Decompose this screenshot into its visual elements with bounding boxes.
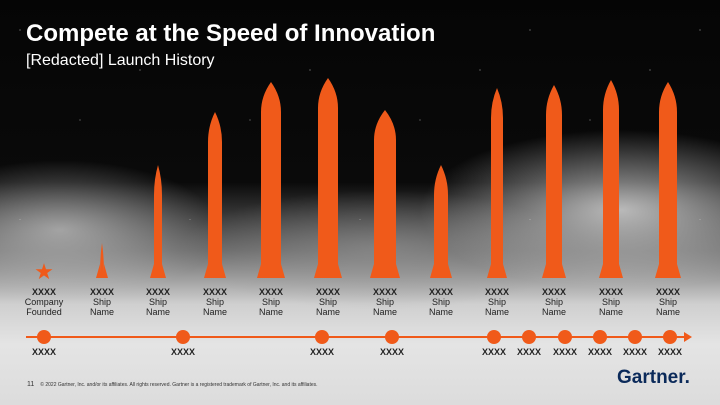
milestone-label: XXXX Ship Name <box>581 287 641 317</box>
milestone-name-line2: Name <box>541 307 566 317</box>
timeline-year: XXXX <box>587 347 612 357</box>
timeline-dot <box>487 330 501 344</box>
milestone-label: XXXX Ship Name <box>355 287 415 317</box>
slide-subtitle: [Redacted] Launch History <box>26 52 215 69</box>
timeline-arrow-icon <box>684 332 692 342</box>
starfield <box>0 0 720 220</box>
timeline-dot <box>37 330 51 344</box>
milestone-label: XXXX Company Founded <box>14 287 74 317</box>
rocket-icon <box>257 82 285 278</box>
timeline-year: XXXX <box>379 347 404 357</box>
slide-title: Compete at the Speed of Innovation <box>26 20 436 47</box>
timeline-dot <box>558 330 572 344</box>
rocket-icon <box>204 112 226 278</box>
milestone-name-line1: Ship <box>261 297 280 307</box>
milestone-name-line1: Ship <box>205 297 224 307</box>
timeline-line <box>26 336 686 338</box>
milestone-year: XXXX <box>598 287 623 297</box>
timeline-dot <box>522 330 536 344</box>
milestone-name-line2: Name <box>428 307 453 317</box>
milestone-name-line1: Ship <box>601 297 620 307</box>
rocket-icon <box>370 110 400 278</box>
milestone-name-line1: Ship <box>92 297 111 307</box>
milestone-name-line2: Name <box>258 307 283 317</box>
milestone-year: XXXX <box>315 287 340 297</box>
timeline-year: XXXX <box>552 347 577 357</box>
milestone-year: XXXX <box>655 287 680 297</box>
milestone-name-line1: Ship <box>148 297 167 307</box>
milestone-name-line1: Ship <box>375 297 394 307</box>
milestone-name-line2: Founded <box>26 307 62 317</box>
milestone-name-line1: Ship <box>431 297 450 307</box>
rocket-icon <box>430 165 452 278</box>
rocket-icon <box>542 85 566 278</box>
milestone-name-line1: Ship <box>658 297 677 307</box>
timeline-dot <box>628 330 642 344</box>
timeline-dot <box>593 330 607 344</box>
star-icon: ★ <box>34 259 54 284</box>
rocket-icon <box>314 78 342 278</box>
timeline-year: XXXX <box>170 347 195 357</box>
timeline-year: XXXX <box>481 347 506 357</box>
timeline-dot <box>176 330 190 344</box>
milestone-name-line1: Ship <box>487 297 506 307</box>
milestone-label: XXXX Ship Name <box>524 287 584 317</box>
milestone-name-line2: Name <box>484 307 509 317</box>
rocket-icon <box>487 88 507 278</box>
milestone-name-line2: Name <box>202 307 227 317</box>
milestone-year: XXXX <box>372 287 397 297</box>
milestone-name-line1: Ship <box>318 297 337 307</box>
rockets: ★ <box>34 78 681 284</box>
milestone-label: XXXX Ship Name <box>72 287 132 317</box>
milestone-label: XXXX Ship Name <box>128 287 188 317</box>
milestone-label: XXXX Ship Name <box>241 287 301 317</box>
milestone-name-line2: Name <box>89 307 114 317</box>
milestone-year: XXXX <box>541 287 566 297</box>
timeline-dot <box>315 330 329 344</box>
milestone-year: XXXX <box>202 287 227 297</box>
timeline-year: XXXX <box>309 347 334 357</box>
milestone-label: XXXX Ship Name <box>411 287 471 317</box>
milestone-name-line2: Name <box>655 307 680 317</box>
rocket-icon <box>599 80 623 278</box>
milestone-name-line2: Name <box>372 307 397 317</box>
milestone-label: XXXX Ship Name <box>467 287 527 317</box>
milestone-name-line2: Name <box>315 307 340 317</box>
milestone-year: XXXX <box>484 287 509 297</box>
rocket-icon <box>150 165 166 278</box>
milestone-name-line1: Ship <box>544 297 563 307</box>
timeline-dot <box>663 330 677 344</box>
page-number: 11 <box>27 381 35 388</box>
milestone-year: XXXX <box>31 287 56 297</box>
timeline-year: XXXX <box>31 347 56 357</box>
milestone-name-line2: Name <box>145 307 170 317</box>
timeline-year: XXXX <box>657 347 682 357</box>
copyright: © 2022 Gartner, Inc. and/or its affiliat… <box>40 382 318 388</box>
milestone-name-line1: Company <box>24 297 64 307</box>
rocket-icon <box>96 243 108 278</box>
milestone-year: XXXX <box>145 287 170 297</box>
milestone-label: XXXX Ship Name <box>185 287 245 317</box>
milestone-year: XXXX <box>428 287 453 297</box>
milestone-label: XXXX Ship Name <box>298 287 358 317</box>
timeline-year: XXXX <box>622 347 647 357</box>
timeline-year: XXXX <box>516 347 541 357</box>
milestone-year: XXXX <box>258 287 283 297</box>
gartner-logo: Gartner. <box>617 367 690 388</box>
rocket-icon <box>655 82 681 278</box>
milestone-label: XXXX Ship Name <box>638 287 698 317</box>
timeline-dot <box>385 330 399 344</box>
milestone-name-line2: Name <box>598 307 623 317</box>
milestone-year: XXXX <box>89 287 114 297</box>
footer: 11 © 2022 Gartner, Inc. and/or its affili… <box>27 381 318 388</box>
